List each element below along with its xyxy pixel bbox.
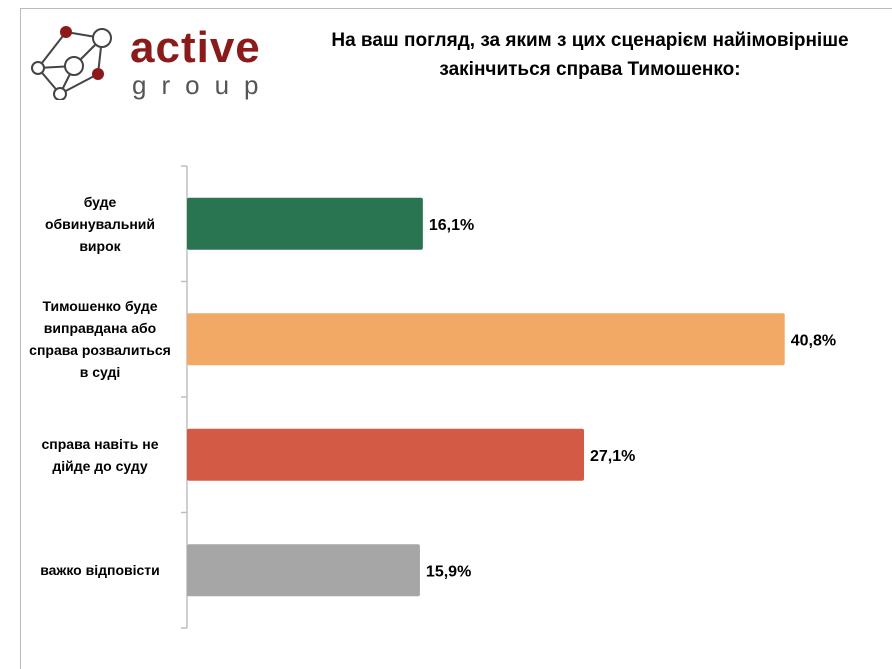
category-label: справа навіть не дійде до суду <box>20 433 180 477</box>
bar-chart: 16,1% 40,8% 27,1% 15,9% <box>181 165 836 629</box>
category-label: буде обвинувальний вирок <box>20 191 180 257</box>
category-label: Тимошенко буде виправдана або справа розва… <box>20 295 180 383</box>
category-label-line: в суді <box>79 364 121 381</box>
network-logo-icon <box>31 26 112 101</box>
bar <box>187 428 585 481</box>
category-label-line: важко відповісти <box>40 562 160 579</box>
data-label: 27,1% <box>590 448 635 465</box>
slide-frame <box>20 8 892 669</box>
chart-title: На ваш погляд, за яким з цих сценарієм н… <box>331 30 849 80</box>
category-label-line: виправдана або <box>43 320 157 337</box>
data-label: 40,8% <box>791 332 836 349</box>
category-label-line: Тимошенко буде <box>42 298 158 315</box>
bar <box>187 197 423 250</box>
data-label: 16,1% <box>429 217 474 234</box>
bar <box>187 544 420 597</box>
category-label-line: справа навіть не <box>41 435 159 452</box>
bar <box>187 313 785 366</box>
logo-word-active: active <box>130 23 261 72</box>
category-label-line: обвинувальний <box>44 215 156 232</box>
category-label: важко відповісти <box>20 559 180 581</box>
category-label-line: буде <box>83 193 117 210</box>
category-label-line: вирок <box>79 237 121 254</box>
active-group-logo: active group <box>28 20 288 101</box>
category-label-line: справа розвалиться <box>29 342 171 359</box>
logo-word-group: group <box>132 70 274 100</box>
category-label-line: дійде до суду <box>52 457 148 474</box>
data-label: 15,9% <box>426 563 471 580</box>
